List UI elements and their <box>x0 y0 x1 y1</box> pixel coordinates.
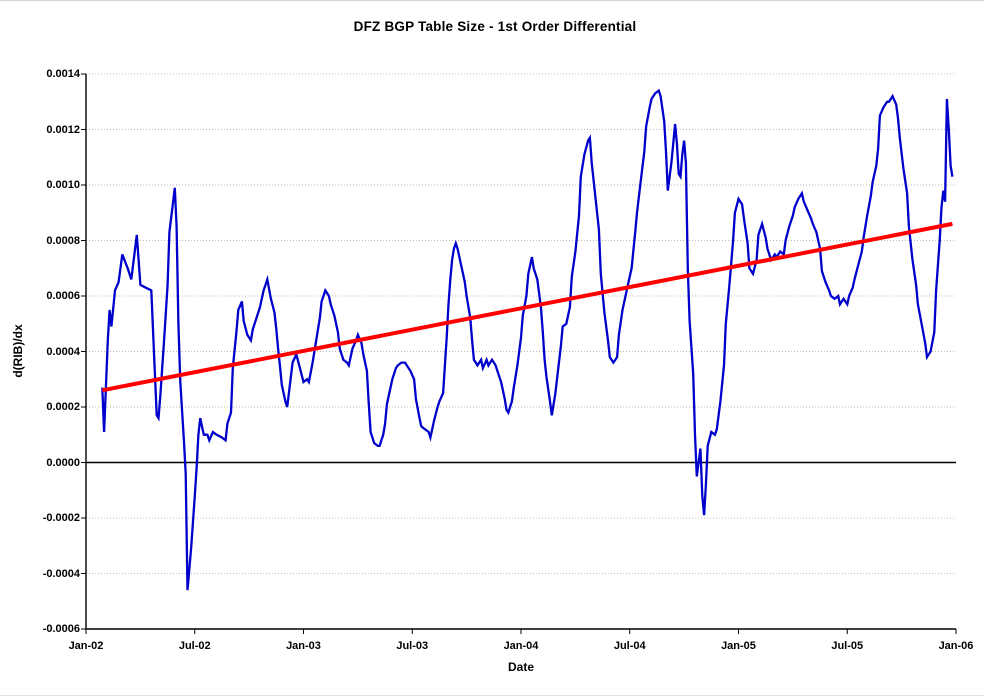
y-tick-label: 0.0000 <box>46 456 80 469</box>
x-tick-label: Jul-04 <box>613 640 646 652</box>
x-tick-label: Jan-03 <box>286 640 321 652</box>
x-tick-label: Jan-06 <box>938 640 974 652</box>
x-tick-label: Jan-04 <box>503 640 539 652</box>
y-tick-label: 0.0004 <box>46 345 80 358</box>
y-tick-label: -0.0006 <box>42 623 80 635</box>
x-tick-label: Jul-03 <box>396 640 429 652</box>
y-tick-label: 0.0002 <box>46 401 80 413</box>
chart-title: DFZ BGP Table Size - 1st Order Different… <box>353 19 637 34</box>
x-tick-label: Jul-02 <box>178 640 211 652</box>
y-tick-label: 0.0006 <box>46 290 80 302</box>
x-tick-label: Jan-05 <box>721 640 756 652</box>
trend-line <box>101 221 953 393</box>
y-tick-label: -0.0002 <box>42 512 80 524</box>
y-tick-label: 0.0008 <box>46 234 80 247</box>
x-tick-label: Jan-02 <box>68 640 104 652</box>
x-axis-title: Date <box>507 660 534 674</box>
x-tick-label: Jul-05 <box>831 640 864 652</box>
y-tick-label: -0.0004 <box>42 567 80 580</box>
data-series-line <box>101 88 954 591</box>
y-tick-label: 0.0010 <box>46 179 80 191</box>
y-tick-label: 0.0014 <box>46 68 80 80</box>
y-tick-label: 0.0012 <box>46 123 80 136</box>
